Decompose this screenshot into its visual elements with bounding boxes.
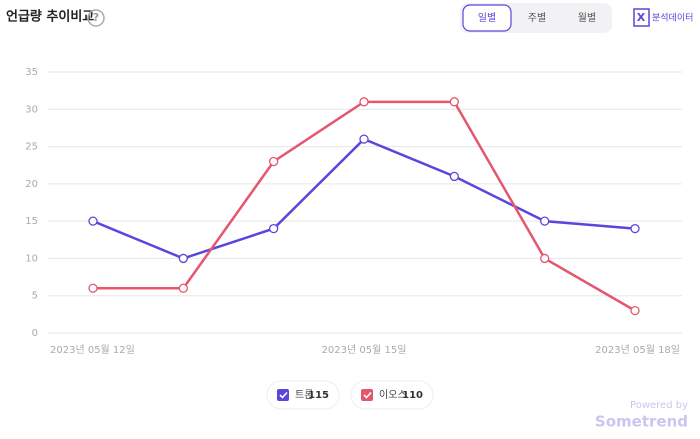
powered-by: Powered by <box>630 400 688 411</box>
export-icon-text: X <box>637 11 646 24</box>
point[interactable] <box>449 97 459 107</box>
series-line <box>92 137 636 260</box>
tab[interactable]: 월별 <box>578 12 596 24</box>
legend-check <box>363 391 372 399</box>
point[interactable] <box>269 223 279 234</box>
point[interactable] <box>449 171 459 182</box>
legend-item[interactable] <box>266 380 340 410</box>
legend-swatch <box>361 389 373 401</box>
x-tick-label: 2023년 05월 15일 <box>322 344 407 356</box>
brand: Sometrend <box>595 413 688 431</box>
point[interactable] <box>88 283 98 293</box>
tab[interactable]: 주별 <box>528 12 546 24</box>
y-tick-label: 35 <box>25 67 38 78</box>
legend-name: 트론 <box>295 389 313 401</box>
legend-total: 110 <box>402 390 423 401</box>
point[interactable] <box>178 253 188 264</box>
series-line <box>93 100 636 312</box>
y-tick-label: 20 <box>25 179 38 190</box>
x-tick-label: 2023년 05월 12일 <box>50 344 135 356</box>
legend-check <box>279 391 288 399</box>
legend-item[interactable] <box>350 380 434 410</box>
y-tick-label: 0 <box>32 328 38 339</box>
legend-name: 이오스 <box>379 389 407 401</box>
x-tick-label: 2023년 05월 18일 <box>595 344 680 356</box>
help-icon[interactable] <box>87 9 105 27</box>
y-tick-label: 5 <box>32 291 38 302</box>
export-icon[interactable] <box>633 8 650 27</box>
tab-active <box>462 4 512 32</box>
help-icon-text: ? <box>93 11 99 24</box>
y-tick-label: 15 <box>25 216 38 227</box>
title: 언급량 추이비교 <box>6 9 94 25</box>
point[interactable] <box>178 283 188 293</box>
export-label[interactable]: 분석데이터 <box>652 13 693 24</box>
tabs: 일별 주별 월별 <box>462 4 596 32</box>
plot: 0 5 10 15 20 25 30 35 2023년 05월 12일 2023년 05월 15일… <box>25 67 682 356</box>
point[interactable] <box>88 216 98 226</box>
legend-total: 115 <box>308 390 329 401</box>
point[interactable] <box>359 97 369 107</box>
y-tick-label: 25 <box>25 142 38 153</box>
point[interactable] <box>630 305 640 316</box>
tab[interactable]: 일별 <box>478 12 496 24</box>
point[interactable] <box>630 223 640 234</box>
point[interactable] <box>359 134 369 144</box>
y-tick-label: 10 <box>25 253 38 264</box>
y-tick-label: 30 <box>25 104 38 115</box>
point[interactable] <box>269 156 279 167</box>
point[interactable] <box>540 253 550 264</box>
point[interactable] <box>540 216 550 226</box>
legend-swatch <box>277 389 289 401</box>
